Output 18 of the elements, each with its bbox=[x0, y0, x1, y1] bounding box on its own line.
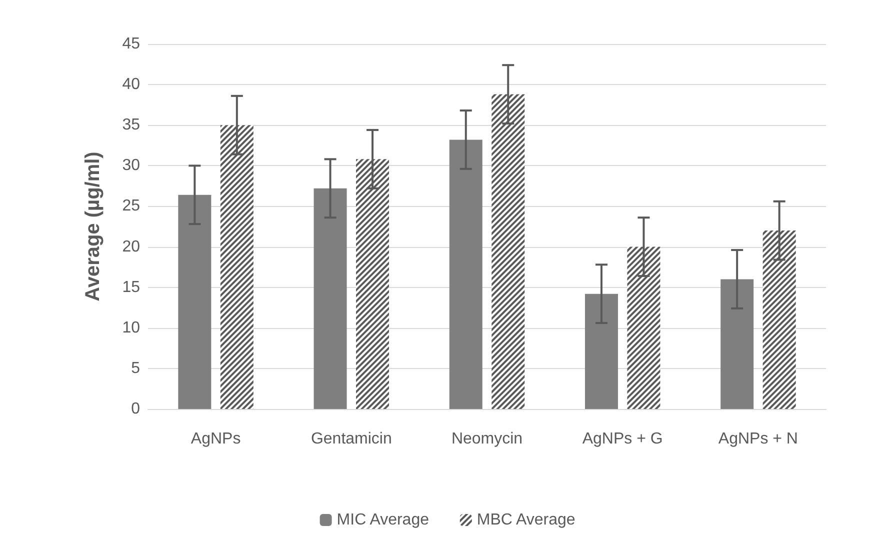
x-tick-label: AgNPs bbox=[190, 430, 241, 448]
y-tick-label: 45 bbox=[122, 36, 140, 52]
y-tick-label: 20 bbox=[122, 238, 140, 256]
legend-label: MBC Average bbox=[476, 512, 576, 528]
y-tick-label: 0 bbox=[131, 400, 140, 418]
x-tick-label: Gentamicin bbox=[310, 430, 392, 448]
x-tick-label: AgNPs + N bbox=[718, 430, 798, 448]
y-tick-label: 30 bbox=[122, 157, 140, 174]
y-tick-label: 40 bbox=[122, 76, 140, 94]
y-axis-title: Average (µg/ml) bbox=[82, 152, 104, 302]
y-tick-label: 10 bbox=[122, 319, 140, 336]
x-tick-label: Neomycin bbox=[451, 430, 523, 448]
y-tick-label: 25 bbox=[122, 198, 140, 215]
y-tick-label: 35 bbox=[122, 116, 140, 134]
y-tick-label: 15 bbox=[122, 278, 140, 296]
x-tick-label: AgNPs + G bbox=[582, 430, 663, 448]
y-tick-label: 5 bbox=[131, 360, 140, 377]
legend-label: MIC Average bbox=[336, 512, 430, 528]
